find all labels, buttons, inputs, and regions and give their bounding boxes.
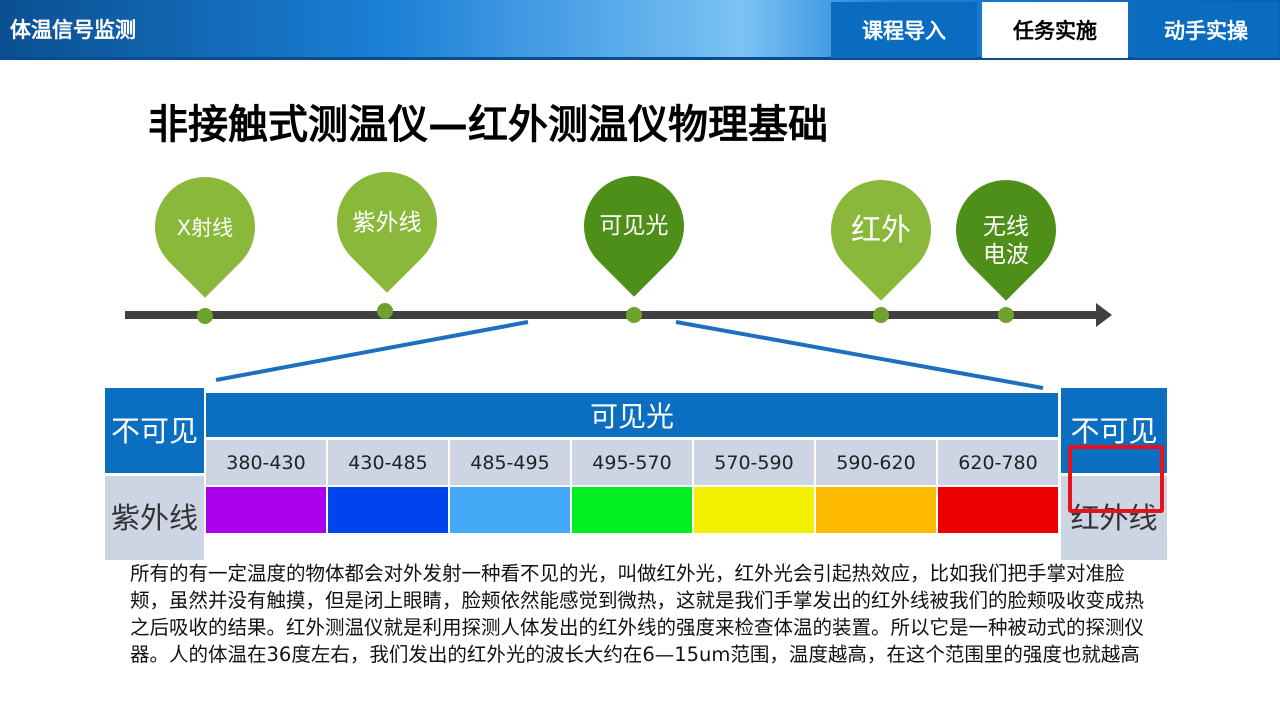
nav-hands-on[interactable]: 动手实操 — [1133, 2, 1279, 58]
marker-xray-dot — [197, 308, 213, 324]
app-title: 体温信号监测 — [10, 18, 136, 42]
marker-uv-dot — [377, 303, 393, 319]
right-invisible-cell: 不可见 — [1061, 388, 1167, 473]
color-swatch — [572, 487, 692, 533]
explanation-paragraph: 所有的有一定温度的物体都会对外发射一种看不见的光，叫做红外光，红外光会引起热效应… — [130, 562, 1145, 666]
color-swatch — [206, 487, 326, 533]
marker-visible-dot — [626, 307, 642, 323]
color-swatch — [938, 487, 1058, 533]
range-label: 590-620 — [816, 440, 936, 485]
left-invisible-cell: 不可见 — [105, 388, 204, 473]
top-bar: 体温信号监测 课程导入 任务实施 动手实操 — [0, 0, 1280, 60]
marker-infrared-dot — [873, 307, 889, 323]
marker-radio-dot — [998, 307, 1014, 323]
marker-radio-label: 无线电波 — [983, 214, 1029, 268]
range-label: 485-495 — [450, 440, 570, 485]
marker-visible-label: 可见光 — [599, 213, 669, 239]
color-swatch — [694, 487, 814, 533]
nav-course-intro[interactable]: 课程导入 — [831, 2, 977, 58]
infrared-cell: 红外线 — [1061, 476, 1167, 560]
range-label: 620-780 — [938, 440, 1058, 485]
range-label: 430-485 — [328, 440, 448, 485]
marker-xray-label: X射线 — [176, 216, 234, 240]
color-swatch — [816, 487, 936, 533]
range-label: 495-570 — [572, 440, 692, 485]
color-swatch — [450, 487, 570, 533]
axis-arrow-icon — [1096, 303, 1112, 327]
visible-header: 可见光 — [206, 393, 1058, 437]
zoom-line-left — [215, 320, 529, 382]
range-label: 380-430 — [206, 440, 326, 485]
uv-cell: 紫外线 — [105, 476, 204, 560]
marker-uv-label: 紫外线 — [352, 210, 422, 236]
color-swatch — [328, 487, 448, 533]
range-label: 570-590 — [694, 440, 814, 485]
slide-title: 非接触式测温仪—红外测温仪物理基础 — [148, 102, 828, 148]
nav-task-implementation[interactable]: 任务实施 — [982, 2, 1128, 58]
highlight-box — [1068, 445, 1164, 513]
marker-infrared-label: 红外 — [851, 213, 911, 248]
zoom-line-right — [675, 320, 1044, 390]
